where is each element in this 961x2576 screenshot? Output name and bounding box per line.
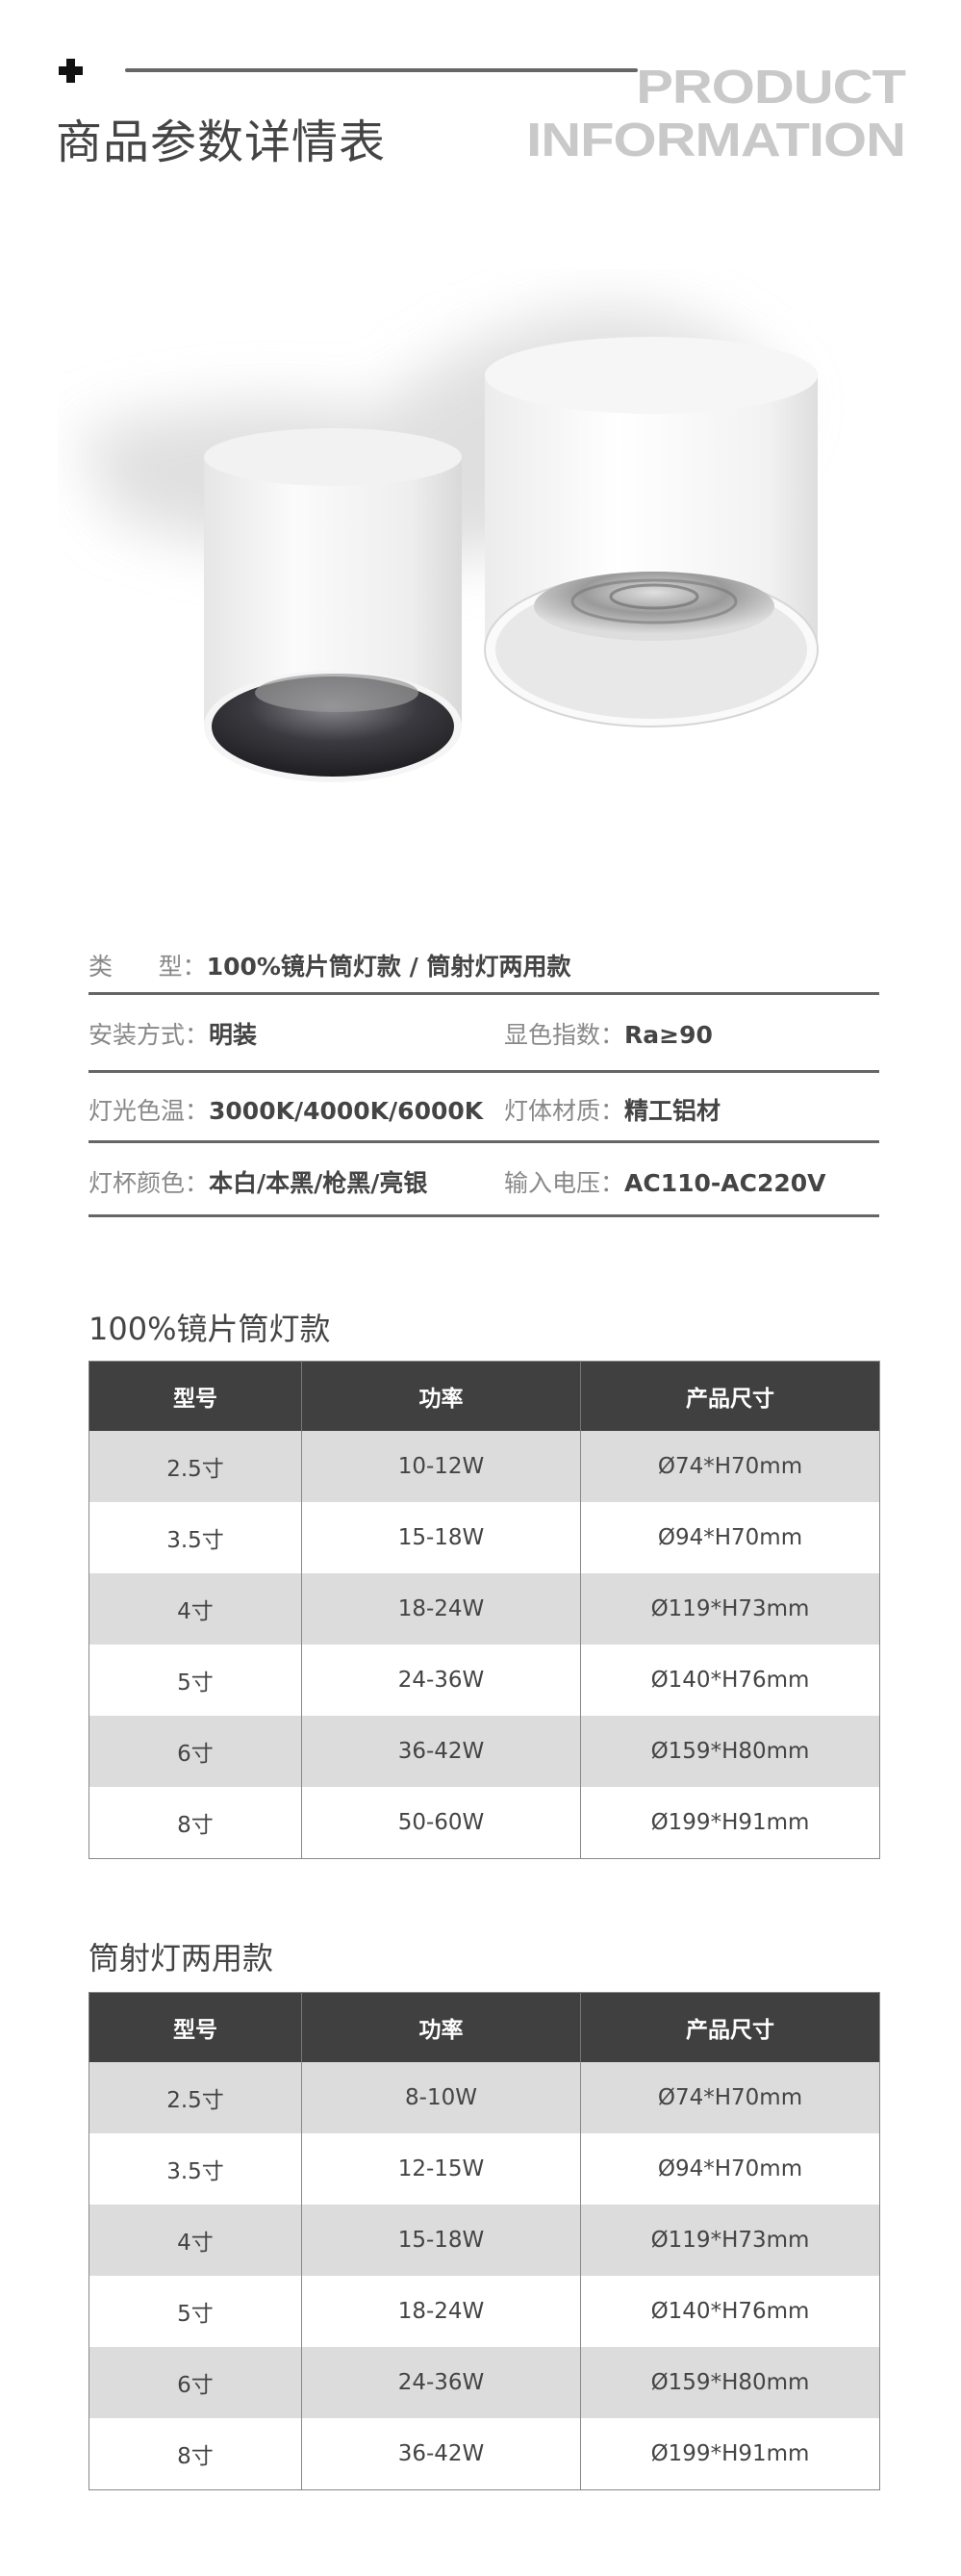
column-header-power: 功率: [301, 1361, 581, 1431]
table-title-lens: 100%镜片筒灯款: [89, 1311, 331, 1347]
spec-row-cct: 灯光色温：3000K/4000K/6000K 灯体材质：精工铝材: [89, 1073, 879, 1143]
table-title-dual: 筒射灯两用款: [89, 1940, 274, 1977]
spec-value-cup-color: 本白/本黑/枪黑/亮银: [209, 1169, 428, 1197]
cell-size: Ø119*H73mm: [580, 2205, 880, 2276]
spec-table-dual: 型号 功率 产品尺寸 2.5寸 8-10W Ø74*H70mm 3.5寸 12-15W Ø…: [89, 1992, 880, 2490]
cell-model: 4寸: [89, 2205, 302, 2276]
cell-power: 50-60W: [301, 1787, 581, 1859]
cell-model: 5寸: [89, 2276, 302, 2347]
spec-label-install: 安装方式：: [89, 1021, 210, 1049]
cell-model: 6寸: [89, 2347, 302, 2418]
spec-value-cri: Ra≥90: [624, 1021, 713, 1049]
column-header-size: 产品尺寸: [580, 1992, 880, 2062]
heading-en-line1: PRODUCT: [636, 60, 906, 114]
page-title: 商品参数详情表: [56, 115, 387, 169]
spec-value-install: 明装: [209, 1021, 258, 1049]
spec-value-voltage: AC110-AC220V: [624, 1169, 826, 1197]
table-row: 4寸 15-18W Ø119*H73mm: [89, 2205, 880, 2276]
cell-size: Ø140*H76mm: [580, 2276, 880, 2347]
cell-size: Ø94*H70mm: [580, 1502, 880, 1573]
cell-model: 2.5寸: [89, 1431, 302, 1502]
cell-power: 18-24W: [301, 2276, 581, 2347]
cell-model: 6寸: [89, 1716, 302, 1787]
cell-model: 4寸: [89, 1573, 302, 1645]
table-row: 3.5寸 15-18W Ø94*H70mm: [89, 1502, 880, 1573]
spec-row-cup-color: 灯杯颜色：本白/本黑/枪黑/亮银 输入电压：AC110-AC220V: [89, 1143, 879, 1217]
header-divider: [125, 68, 638, 72]
cell-model: 8寸: [89, 1787, 302, 1859]
table-row: 6寸 36-42W Ø159*H80mm: [89, 1716, 880, 1787]
cell-size: Ø140*H76mm: [580, 1645, 880, 1716]
heading-en-line2: INFORMATION: [526, 113, 906, 166]
cell-power: 12-15W: [301, 2133, 581, 2205]
cell-size: Ø94*H70mm: [580, 2133, 880, 2205]
spec-label-cup-color: 灯杯颜色：: [89, 1169, 210, 1197]
cell-size: Ø74*H70mm: [580, 1431, 880, 1502]
cell-power: 24-36W: [301, 1645, 581, 1716]
table-row: 4寸 18-24W Ø119*H73mm: [89, 1573, 880, 1645]
cell-model: 5寸: [89, 1645, 302, 1716]
cell-power: 36-42W: [301, 2418, 581, 2490]
table-row: 5寸 18-24W Ø140*H76mm: [89, 2276, 880, 2347]
cell-power: 18-24W: [301, 1573, 581, 1645]
table-row: 2.5寸 8-10W Ø74*H70mm: [89, 2062, 880, 2133]
cell-size: Ø199*H91mm: [580, 2418, 880, 2490]
column-header-model: 型号: [89, 1361, 302, 1431]
cell-model: 2.5寸: [89, 2062, 302, 2133]
cell-power: 8-10W: [301, 2062, 581, 2133]
cell-power: 24-36W: [301, 2347, 581, 2418]
plus-icon: [59, 59, 83, 83]
table-row: 8寸 36-42W Ø199*H91mm: [89, 2418, 880, 2490]
product-image: [77, 308, 819, 782]
cell-size: Ø119*H73mm: [580, 1573, 880, 1645]
cell-model: 3.5寸: [89, 1502, 302, 1573]
spec-value-cct: 3000K/4000K/6000K: [209, 1097, 484, 1125]
cell-model: 8寸: [89, 2418, 302, 2490]
spec-label-cri: 显色指数：: [504, 1021, 625, 1049]
column-header-power: 功率: [301, 1992, 581, 2062]
cell-size: Ø159*H80mm: [580, 1716, 880, 1787]
cell-size: Ø159*H80mm: [580, 2347, 880, 2418]
cell-size: Ø199*H91mm: [580, 1787, 880, 1859]
spec-label-cct: 灯光色温：: [89, 1097, 210, 1125]
spec-label-material: 灯体材质：: [504, 1097, 625, 1125]
spec-value-type: 100%镜片筒灯款 / 筒射灯两用款: [206, 953, 571, 981]
spec-row-type: 类 型：100%镜片筒灯款 / 筒射灯两用款: [89, 929, 879, 995]
table-row: 3.5寸 12-15W Ø94*H70mm: [89, 2133, 880, 2205]
table-row: 8寸 50-60W Ø199*H91mm: [89, 1787, 880, 1859]
cell-power: 36-42W: [301, 1716, 581, 1787]
cell-size: Ø74*H70mm: [580, 2062, 880, 2133]
column-header-size: 产品尺寸: [580, 1361, 880, 1431]
spec-label-voltage: 输入电压：: [504, 1169, 625, 1197]
column-header-model: 型号: [89, 1992, 302, 2062]
spec-label-type: 类 型：: [89, 953, 207, 981]
spec-value-material: 精工铝材: [624, 1097, 721, 1125]
table-row: 2.5寸 10-12W Ø74*H70mm: [89, 1431, 880, 1502]
cell-power: 15-18W: [301, 2205, 581, 2276]
spec-row-install: 安装方式：明装 显色指数：Ra≥90: [89, 995, 879, 1073]
table-row: 6寸 24-36W Ø159*H80mm: [89, 2347, 880, 2418]
cell-power: 10-12W: [301, 1431, 581, 1502]
cell-model: 3.5寸: [89, 2133, 302, 2205]
table-row: 5寸 24-36W Ø140*H76mm: [89, 1645, 880, 1716]
cell-power: 15-18W: [301, 1502, 581, 1573]
spec-table-lens: 型号 功率 产品尺寸 2.5寸 10-12W Ø74*H70mm 3.5寸 15-18W…: [89, 1361, 880, 1859]
